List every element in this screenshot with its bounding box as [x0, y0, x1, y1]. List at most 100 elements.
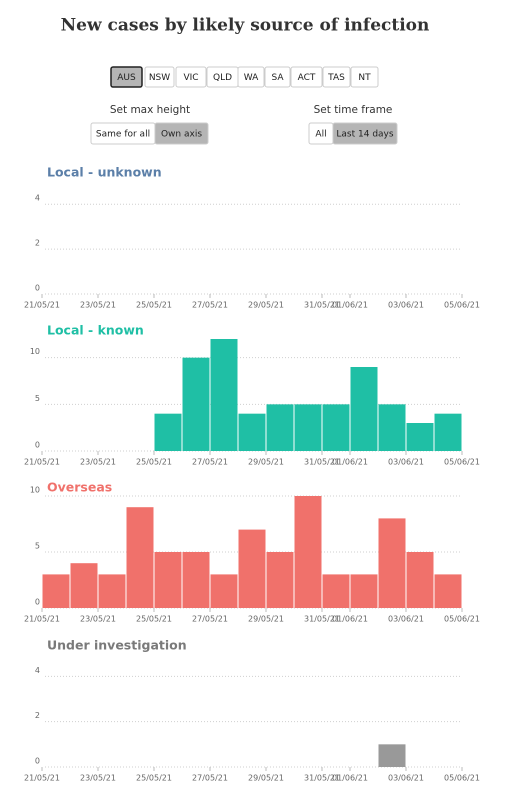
y-tick-label: 0 — [35, 757, 40, 766]
x-tick-label: 03/06/21 — [388, 615, 424, 624]
bar — [434, 574, 462, 608]
x-tick-label: 05/06/21 — [444, 301, 480, 310]
toggle-button-label: Own axis — [161, 130, 202, 140]
bar — [322, 574, 350, 608]
x-tick-label: 27/05/21 — [192, 615, 228, 624]
bar — [350, 574, 378, 608]
chart-title: Local - known — [47, 323, 144, 338]
region-button-label: NSW — [149, 73, 170, 83]
x-tick-label: 27/05/21 — [192, 458, 228, 467]
x-tick-label: 03/06/21 — [388, 774, 424, 783]
control-label: Set max height — [110, 104, 190, 116]
bar — [154, 552, 182, 608]
x-tick-label: 01/06/21 — [332, 774, 368, 783]
region-button[interactable] — [110, 66, 143, 88]
region-button[interactable] — [264, 66, 291, 88]
y-tick-label: 10 — [30, 347, 40, 356]
toggle-button[interactable] — [332, 122, 398, 145]
y-tick-label: 0 — [35, 598, 40, 607]
bar — [154, 413, 182, 451]
x-tick-label: 25/05/21 — [136, 774, 172, 783]
x-tick-label: 01/06/21 — [332, 301, 368, 310]
region-button-label: ACT — [298, 73, 316, 83]
bar — [294, 404, 322, 451]
x-tick-label: 29/05/21 — [248, 774, 284, 783]
bar — [238, 413, 266, 451]
bar — [182, 552, 210, 608]
x-tick-label: 01/06/21 — [332, 458, 368, 467]
toggle-button-label: Last 14 days — [336, 130, 393, 140]
x-tick-label: 03/06/21 — [388, 458, 424, 467]
chart-title: Overseas — [47, 480, 112, 495]
x-tick-label: 25/05/21 — [136, 615, 172, 624]
bar — [210, 574, 238, 608]
region-button-label: AUS — [117, 73, 136, 83]
x-tick-label: 31/05/21 — [304, 774, 340, 783]
region-button[interactable] — [350, 66, 379, 88]
bar — [126, 507, 154, 608]
x-tick-label: 21/05/21 — [24, 458, 60, 467]
y-tick-label: 2 — [35, 711, 40, 720]
x-tick-label: 29/05/21 — [248, 615, 284, 624]
x-tick-label: 21/05/21 — [24, 774, 60, 783]
bar — [266, 404, 294, 451]
toggle-button[interactable] — [154, 122, 209, 145]
y-tick-label: 10 — [30, 486, 40, 495]
region-button-label: VIC — [183, 73, 198, 83]
bar — [378, 518, 406, 608]
bar — [238, 529, 266, 608]
control-label: Set time frame — [314, 104, 393, 116]
x-tick-label: 27/05/21 — [192, 301, 228, 310]
x-tick-label: 23/05/21 — [80, 774, 116, 783]
region-button-label: QLD — [213, 73, 232, 83]
bar — [294, 496, 322, 608]
x-tick-label: 31/05/21 — [304, 458, 340, 467]
x-tick-label: 31/05/21 — [304, 615, 340, 624]
page-title: New cases by likely source of infection — [61, 16, 430, 36]
bar — [378, 744, 406, 767]
bar — [406, 423, 434, 451]
x-tick-label: 21/05/21 — [24, 301, 60, 310]
bar — [42, 574, 70, 608]
y-tick-label: 5 — [35, 542, 40, 551]
y-tick-label: 4 — [35, 194, 40, 203]
bar — [350, 367, 378, 451]
region-button[interactable] — [175, 66, 207, 88]
y-tick-label: 0 — [35, 441, 40, 450]
bar — [182, 357, 210, 451]
bar — [434, 413, 462, 451]
region-button-label: NT — [358, 73, 371, 83]
bar — [266, 552, 294, 608]
x-tick-label: 05/06/21 — [444, 458, 480, 467]
region-button[interactable] — [322, 66, 351, 88]
x-tick-label: 03/06/21 — [388, 301, 424, 310]
chart-title: Under investigation — [47, 638, 187, 653]
region-button-label: SA — [271, 73, 284, 83]
y-tick-label: 5 — [35, 394, 40, 403]
toggle-button-label: Same for all — [96, 130, 150, 140]
bar — [322, 404, 350, 451]
bar — [70, 563, 98, 608]
y-tick-label: 2 — [35, 239, 40, 248]
region-button[interactable] — [144, 66, 175, 88]
x-tick-label: 23/05/21 — [80, 615, 116, 624]
x-tick-label: 23/05/21 — [80, 458, 116, 467]
region-button[interactable] — [290, 66, 323, 88]
bar — [378, 404, 406, 451]
toggle-button-label: All — [315, 130, 326, 140]
x-tick-label: 25/05/21 — [136, 301, 172, 310]
x-tick-label: 01/06/21 — [332, 615, 368, 624]
region-button[interactable] — [237, 66, 265, 88]
region-button-label: WA — [244, 73, 259, 83]
x-tick-label: 27/05/21 — [192, 774, 228, 783]
x-tick-label: 29/05/21 — [248, 458, 284, 467]
bar — [406, 552, 434, 608]
y-tick-label: 0 — [35, 284, 40, 293]
region-button-label: TAS — [327, 73, 345, 83]
y-tick-label: 4 — [35, 666, 40, 675]
x-tick-label: 23/05/21 — [80, 301, 116, 310]
x-tick-label: 31/05/21 — [304, 301, 340, 310]
x-tick-label: 21/05/21 — [24, 615, 60, 624]
